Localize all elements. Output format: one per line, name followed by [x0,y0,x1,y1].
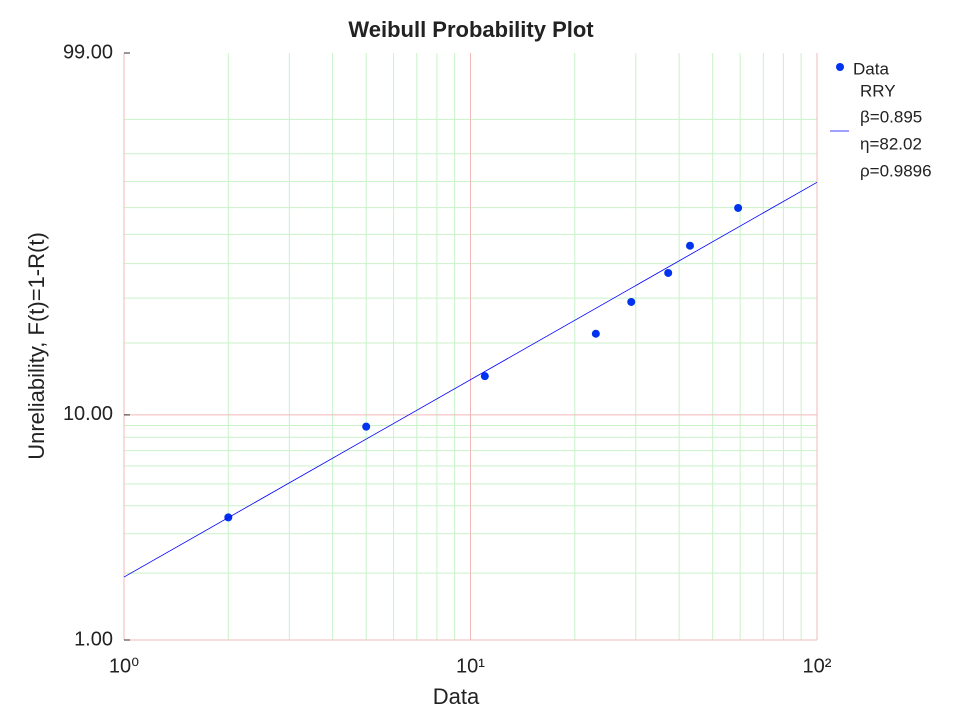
data-point [627,297,636,306]
y-tick-label: 10.00 [63,403,113,425]
legend-marker [836,63,844,71]
legend-note: ρ=0.9896 [860,161,932,180]
legend-note: η=82.02 [860,134,922,153]
legend-label: RRY [860,81,896,100]
legend-note: β=0.895 [860,107,922,126]
data-point [362,422,371,431]
legend-label: Data [853,59,889,78]
y-tick-label: 99.00 [63,41,113,63]
x-tick-label: 10¹ [456,655,485,677]
x-tick-label: 10⁰ [109,655,139,677]
fit-line [123,181,818,578]
chart-title: Weibull Probability Plot [348,17,594,42]
x-tick-label: 10² [803,655,832,677]
data-point [664,268,673,277]
y-axis-label: Unreliability, F(t)=1-R(t) [24,232,49,460]
x-axis-label: Data [433,684,480,709]
data-point [480,372,489,381]
data-point [685,241,694,250]
y-tick-label: 1.00 [74,628,113,650]
data-point [591,329,600,338]
data-point [734,203,743,212]
